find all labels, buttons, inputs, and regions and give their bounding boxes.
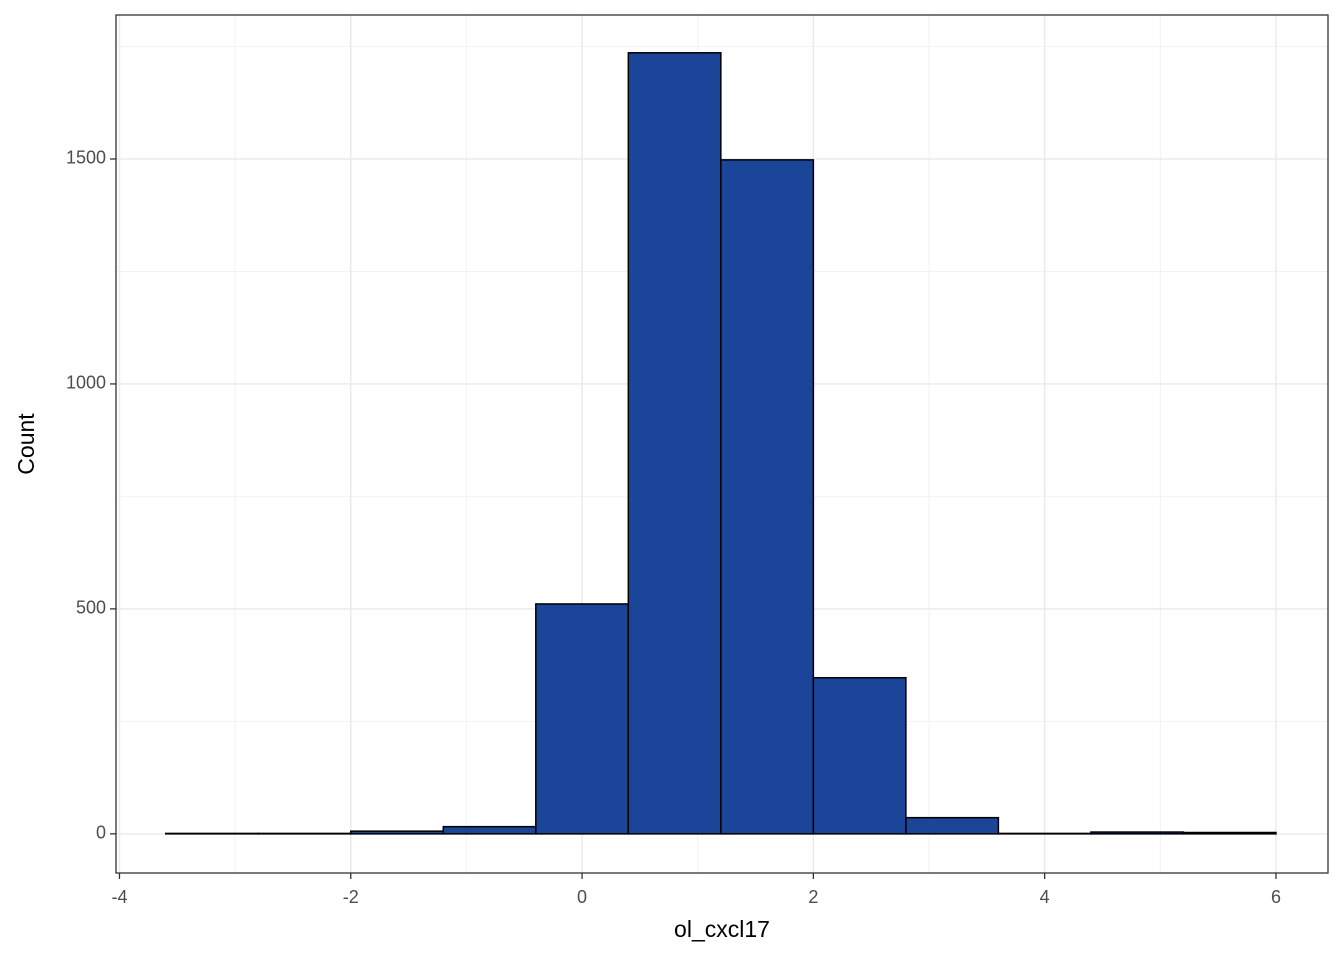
bar <box>443 827 536 834</box>
y-axis-title: Count <box>13 413 39 475</box>
bar <box>721 160 814 834</box>
x-tick-label: 2 <box>808 887 818 907</box>
x-tick-label: -4 <box>111 887 127 907</box>
bar <box>813 678 906 834</box>
bar <box>1091 832 1184 834</box>
y-tick-label: 0 <box>96 823 106 843</box>
x-tick-label: -2 <box>343 887 359 907</box>
bar <box>628 53 721 834</box>
y-tick-label: 1500 <box>66 148 106 168</box>
bar <box>351 831 444 834</box>
x-axis-title: ol_cxcl17 <box>674 916 770 942</box>
y-tick-label: 500 <box>76 598 106 618</box>
bar <box>1183 833 1276 834</box>
bar <box>536 604 629 834</box>
y-tick-label: 1000 <box>66 373 106 393</box>
x-tick-label: 6 <box>1271 887 1281 907</box>
bar <box>906 818 999 834</box>
x-tick-label: 0 <box>577 887 587 907</box>
x-tick-label: 4 <box>1040 887 1050 907</box>
